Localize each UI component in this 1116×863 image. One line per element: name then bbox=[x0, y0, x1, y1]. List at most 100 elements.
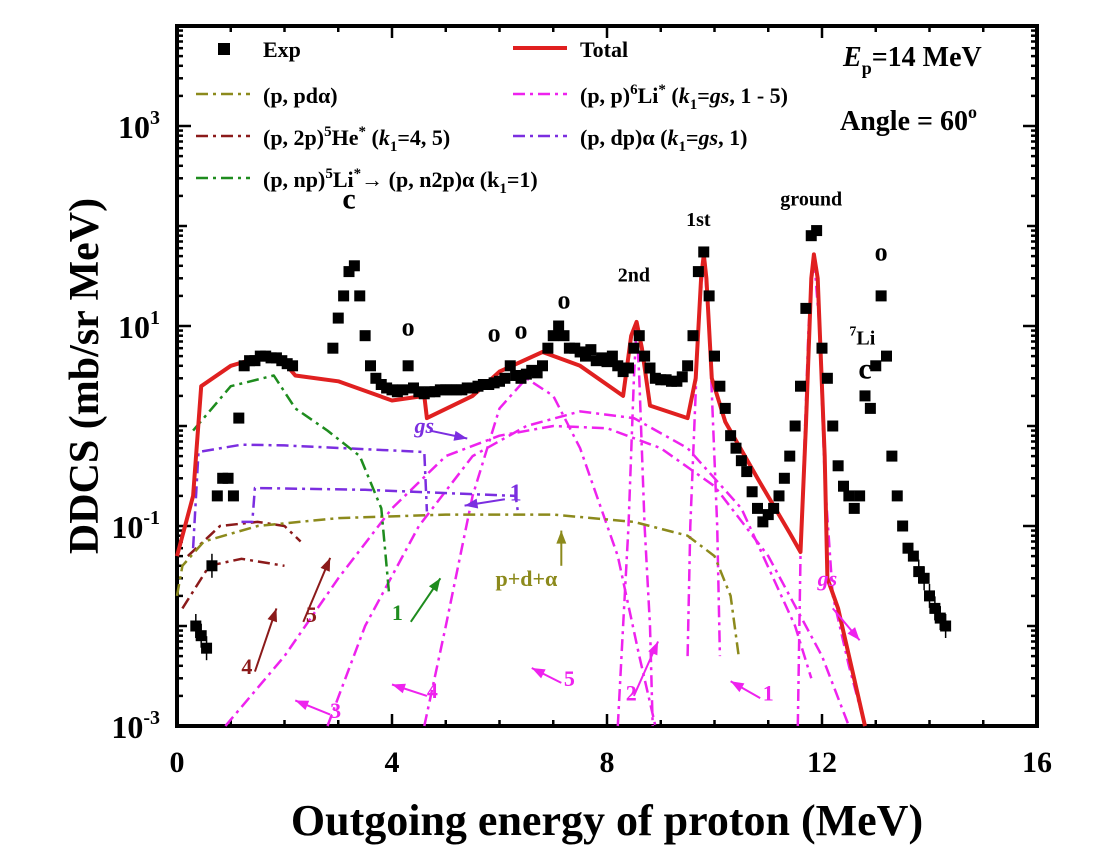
arrow bbox=[730, 680, 761, 699]
arrow bbox=[632, 641, 659, 697]
exp-point bbox=[365, 360, 376, 372]
exp-point bbox=[531, 367, 543, 379]
exp-point bbox=[348, 260, 360, 272]
exp-point bbox=[859, 390, 871, 402]
legend-item-pp6li: (p, p)6Li* (k1=gs, 1 - 5) bbox=[513, 82, 788, 113]
exp-point bbox=[227, 490, 239, 502]
exp-point bbox=[838, 480, 849, 492]
exp-point bbox=[730, 442, 742, 454]
arrow bbox=[409, 577, 442, 623]
exp-point bbox=[886, 450, 898, 462]
exp-point bbox=[639, 350, 651, 362]
exp-point bbox=[606, 350, 618, 362]
svg-text:(p, dp)α (k1=gs, 1): (p, dp)α (k1=gs, 1) bbox=[580, 125, 747, 155]
exp-point bbox=[580, 350, 591, 362]
exp-point bbox=[354, 290, 366, 302]
x-tick-label: 16 bbox=[1022, 746, 1052, 779]
annotation: o bbox=[402, 313, 415, 342]
exp-point bbox=[907, 550, 919, 562]
exp-point bbox=[854, 490, 866, 502]
annotation: 2 bbox=[626, 680, 637, 705]
series-line bbox=[326, 410, 813, 727]
arrow bbox=[391, 683, 428, 697]
svg-text:Exp: Exp bbox=[263, 37, 301, 62]
series-line bbox=[175, 513, 740, 657]
exp-point bbox=[233, 412, 245, 424]
exp-point bbox=[633, 330, 645, 342]
annotation-arrows bbox=[253, 429, 861, 716]
exp-point bbox=[757, 516, 769, 528]
exp-point bbox=[719, 402, 731, 414]
arrow bbox=[429, 429, 468, 441]
exp-point bbox=[343, 266, 355, 278]
series-line bbox=[224, 424, 851, 727]
exp-point bbox=[709, 350, 720, 362]
exp-point bbox=[612, 360, 624, 372]
exp-point bbox=[370, 372, 382, 384]
annotation: gs bbox=[413, 413, 434, 438]
exp-point bbox=[897, 520, 909, 532]
exp-point bbox=[628, 342, 640, 354]
annotation: 5 bbox=[564, 666, 575, 691]
arrow bbox=[253, 608, 278, 672]
annotation: o bbox=[488, 318, 501, 347]
exp-point bbox=[585, 344, 597, 356]
annotation: 4 bbox=[241, 654, 252, 679]
legend-item-pdpa: (p, dp)α (k1=gs, 1) bbox=[513, 125, 747, 155]
exp-point bbox=[762, 509, 774, 521]
exp-point bbox=[735, 455, 747, 467]
exp-point bbox=[864, 402, 876, 414]
annotation: 1st bbox=[686, 209, 711, 231]
exp-point bbox=[891, 490, 903, 502]
exp-point bbox=[211, 490, 223, 502]
y-tick-label: 101 bbox=[118, 307, 160, 345]
exp-point bbox=[676, 371, 688, 383]
legend: Exp Total (p, pdα) (p, p)6Li* (k1=gs, 1 - 5… bbox=[196, 37, 788, 197]
exp-point bbox=[870, 360, 882, 372]
exp-point bbox=[542, 342, 554, 354]
annotation: 1 bbox=[763, 680, 774, 705]
exp-point bbox=[402, 360, 414, 372]
series-line bbox=[241, 486, 520, 524]
exp-point bbox=[397, 384, 409, 396]
exp-point bbox=[843, 490, 855, 502]
legend-item-pda: (p, pdα) bbox=[196, 83, 338, 108]
exp-point bbox=[623, 362, 634, 374]
li7-label: 7Li bbox=[849, 325, 875, 350]
exp-point bbox=[687, 330, 699, 342]
y-tick-label: 10-1 bbox=[111, 507, 160, 545]
annotation: o bbox=[875, 238, 888, 267]
exp-point bbox=[698, 246, 710, 258]
legend-item-exp: Exp bbox=[218, 37, 301, 62]
exp-point bbox=[537, 360, 548, 372]
arrow bbox=[294, 699, 331, 716]
axis-ticks bbox=[175, 26, 1039, 728]
angle-label: Angle = 60o bbox=[840, 102, 977, 137]
arrow bbox=[531, 667, 562, 684]
series-line bbox=[191, 443, 429, 549]
condition-labels: Ep=14 MeV Angle = 60o bbox=[840, 42, 982, 137]
series-line bbox=[796, 254, 867, 727]
experimental-points bbox=[190, 225, 952, 661]
model-curves bbox=[175, 252, 867, 727]
svg-text:(p, np)5Li*→ (p, n2p)α (k1=1): (p, np)5Li*→ (p, n2p)α (k1=1) bbox=[263, 166, 538, 197]
svg-text:(p, 2p)5He* (k1=4, 5): (p, 2p)5He* (k1=4, 5) bbox=[263, 124, 450, 155]
y-axis-label: DDCS (mb/sr MeV) bbox=[62, 198, 108, 554]
exp-point bbox=[703, 290, 715, 302]
exp-point bbox=[547, 330, 559, 342]
exp-point bbox=[827, 420, 839, 432]
exp-point bbox=[725, 430, 737, 442]
legend-item-p2p5he: (p, 2p)5He* (k1=4, 5) bbox=[196, 124, 450, 155]
exp-point bbox=[832, 460, 844, 472]
exp-point bbox=[881, 350, 892, 362]
x-axis-label: Outgoing energy of proton (MeV) bbox=[291, 796, 923, 845]
legend-item-total: Total bbox=[513, 37, 628, 62]
exp-point bbox=[601, 356, 613, 368]
annotation: 1 bbox=[392, 600, 403, 625]
exp-point bbox=[327, 342, 339, 354]
annotation: 2nd bbox=[618, 264, 650, 286]
svg-text:(p, p)6Li* (k1=gs, 1 - 5): (p, p)6Li* (k1=gs, 1 - 5) bbox=[580, 82, 788, 113]
arrow bbox=[464, 498, 506, 509]
exp-point bbox=[332, 312, 344, 324]
exp-point bbox=[553, 320, 565, 332]
